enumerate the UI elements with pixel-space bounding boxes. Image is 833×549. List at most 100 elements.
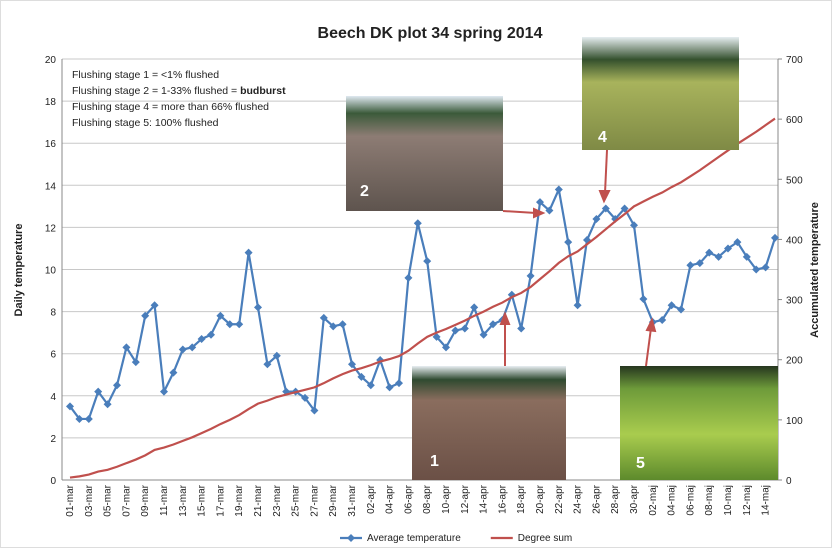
x-tick-label: 04-apr: [385, 484, 396, 514]
x-tick-label: 21-mar: [253, 484, 264, 516]
photo-label: 5: [636, 455, 645, 472]
y-tick-label: 12: [45, 223, 57, 234]
x-tick-label: 10-maj: [723, 485, 734, 516]
x-tick-label: 07-mar: [121, 484, 132, 516]
point-marker: [461, 324, 469, 332]
arrow-head: [534, 209, 543, 217]
x-tick-label: 19-mar: [234, 484, 245, 516]
stage-emphasis: budburst: [240, 85, 286, 97]
photo-label: 2: [360, 183, 369, 200]
y2-tick-label: 100: [786, 416, 803, 427]
point-marker: [395, 379, 403, 387]
x-tick-label: 06-apr: [403, 484, 414, 514]
x-tick-label: 09-mar: [140, 484, 151, 516]
x-tick-label: 11-mar: [159, 484, 170, 516]
stage-note: Flushing stage 2 = 1-33% flushed =: [72, 85, 240, 97]
point-marker: [339, 320, 347, 328]
y2-tick-label: 500: [786, 175, 803, 186]
point-marker: [235, 320, 243, 328]
y-tick-label: 14: [45, 181, 57, 192]
point-marker: [245, 249, 253, 257]
y2-tick-label: 200: [786, 356, 803, 367]
y2-tick-label: 700: [786, 55, 803, 66]
y-tick-label: 18: [45, 97, 57, 108]
point-marker: [113, 381, 121, 389]
y2-tick-label: 400: [786, 235, 803, 246]
x-tick-label: 29-mar: [328, 484, 339, 516]
x-tick-label: 20-apr: [535, 484, 546, 514]
stage-note: Flushing stage 1 = <1% flushed: [72, 69, 219, 81]
x-tick-label: 25-mar: [291, 484, 302, 516]
x-tick-label: 23-mar: [272, 484, 283, 516]
chart: Beech DK plot 34 spring 2014 Daily tempe…: [0, 0, 833, 549]
x-tick-label: 12-apr: [460, 484, 471, 514]
y-tick-label: 0: [50, 476, 56, 487]
y-tick-label: 20: [45, 55, 57, 66]
y-tick-label: 16: [45, 139, 57, 150]
point-marker: [160, 388, 168, 396]
point-marker: [470, 303, 478, 311]
y2-tick-label: 600: [786, 115, 803, 126]
point-marker: [564, 238, 572, 246]
legend-label: Average temperature: [367, 533, 461, 544]
y2-tick-label: 0: [786, 476, 792, 487]
x-tick-label: 31-mar: [347, 484, 358, 516]
x-tick-label: 08-maj: [704, 485, 715, 516]
point-marker: [423, 257, 431, 265]
point-marker: [574, 301, 582, 309]
arrow-head: [600, 191, 609, 201]
point-marker: [686, 261, 694, 269]
chart-title: Beech DK plot 34 spring 2014: [318, 25, 543, 42]
y2-tick-label: 300: [786, 296, 803, 307]
arrow-head: [501, 314, 509, 324]
point-marker: [677, 305, 685, 313]
y2-axis-title: Accumulated temperature: [809, 202, 821, 338]
x-tick-label: 01-mar: [65, 484, 76, 516]
stage-note: Flushing stage 2 = 1-33% flushed = budbu…: [72, 85, 286, 97]
x-tick-label: 17-mar: [215, 484, 226, 516]
point-marker: [404, 274, 412, 282]
point-marker: [414, 219, 422, 227]
point-marker: [517, 324, 525, 332]
point-marker: [207, 331, 215, 339]
point-marker: [527, 272, 535, 280]
legend-label: Degree sum: [518, 533, 572, 544]
x-tick-label: 27-mar: [309, 484, 320, 516]
photo-label: 4: [598, 129, 607, 146]
x-tick-label: 02-apr: [366, 484, 377, 514]
y-tick-label: 10: [45, 266, 57, 277]
x-tick-label: 08-apr: [422, 484, 433, 514]
arrow: [646, 328, 651, 366]
point-marker: [179, 345, 187, 353]
point-marker: [85, 415, 93, 423]
photo-label: 1: [430, 453, 439, 470]
x-tick-label: 22-apr: [554, 484, 565, 514]
point-marker: [254, 303, 262, 311]
arrows: [501, 150, 655, 366]
y-tick-label: 6: [50, 350, 56, 361]
x-tick-label: 05-mar: [103, 484, 114, 516]
x-tick-label: 02-maj: [648, 485, 659, 516]
legend-swatch: [347, 534, 355, 542]
y-axis-title: Daily temperature: [13, 224, 25, 317]
x-tick-label: 14-maj: [761, 485, 772, 516]
photo: [346, 96, 503, 211]
x-tick-label: 03-mar: [84, 484, 95, 516]
x-tick-label: 18-apr: [516, 484, 527, 514]
point-marker: [639, 295, 647, 303]
stage-note: Flushing stage 4 = more than 66% flushed: [72, 101, 269, 113]
x-tick-label: 15-mar: [197, 484, 208, 516]
x-tick-label: 28-apr: [610, 484, 621, 514]
x-tick-label: 12-maj: [742, 485, 753, 516]
y-tick-label: 8: [50, 308, 56, 319]
x-tick-label: 06-maj: [685, 485, 696, 516]
y-tick-label: 2: [50, 434, 56, 445]
x-tick-label: 14-apr: [479, 484, 490, 514]
stage-note: Flushing stage 5: 100% flushed: [72, 117, 219, 129]
x-tick-label: 13-mar: [178, 484, 189, 516]
arrow: [503, 211, 536, 213]
x-tick-label: 16-apr: [497, 484, 508, 514]
point-marker: [762, 263, 770, 271]
point-marker: [555, 186, 563, 194]
x-tick-label: 30-apr: [629, 484, 640, 514]
